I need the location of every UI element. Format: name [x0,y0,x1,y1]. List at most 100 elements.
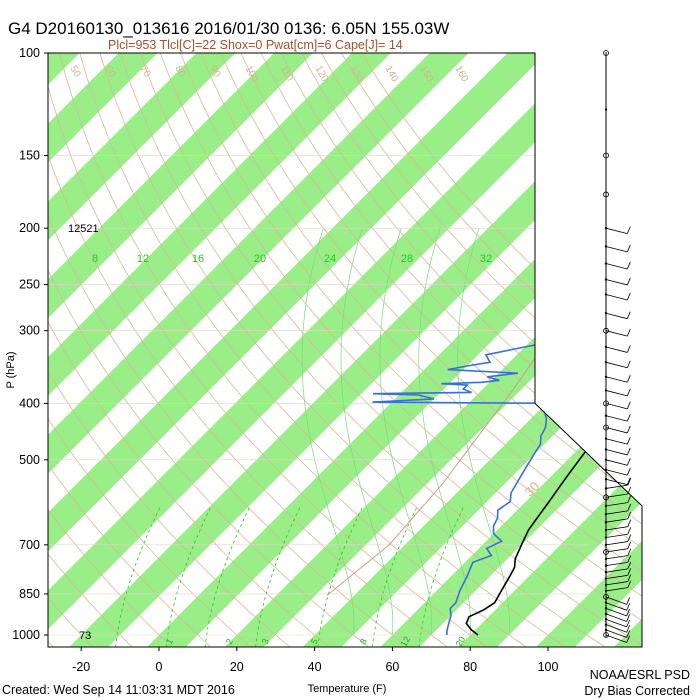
y-tick-label: 100 [19,46,40,60]
wind-barb-dot [604,389,608,392]
wind-barb-flag [626,467,631,476]
moist-adiabat [301,228,355,636]
x-tick-label: 20 [230,660,244,674]
dry-adiabat [48,53,173,647]
wind-barb-flag [627,503,632,512]
chart-subtitle: Plcl=953 Tlcl[C]=22 Shox=0 Pwat[cm]=6 Ca… [108,38,403,52]
height-label-200: 12521 [68,223,99,235]
dry-adiabat [48,53,330,647]
isotherm-band [48,53,236,647]
isotherm-band [48,53,547,647]
surface-mixing-ratio-label: 8 [358,637,369,646]
dry-adiabat [48,53,409,647]
dry-adiabat [200,53,642,647]
wind-barb-flag [626,603,631,611]
dry-adiabat [48,53,488,647]
wind-barb-flag [626,597,631,605]
dry-adiabat [280,53,642,647]
wind-barb-flag [627,486,632,495]
dry-adiabat [48,53,133,647]
mixing-ratio-label: 20 [254,253,266,265]
wind-barb-flag [627,519,632,527]
isotherm-band [48,53,469,647]
calm-wind-marker [603,593,609,600]
dry-adiabat-label: 140 [382,64,400,84]
wind-barb-shaft [605,438,628,445]
y-tick-label: 300 [19,324,40,338]
calm-wind-marker [603,632,609,638]
y-tick-label: 850 [19,587,40,601]
wind-barb-panel [603,50,632,643]
mixing-ratio-label: 24 [324,253,336,265]
y-tick-label: 700 [19,538,40,552]
surface-mixing-ratio-label: 1 [164,637,175,646]
mixing-ratio-label: 16 [192,253,204,265]
isotherm-label: 10 [681,397,700,418]
mixing-ratio-label: 32 [480,253,492,265]
isotherm-bands [48,53,642,647]
wind-barb-shaft [605,624,627,633]
surface-mixing-ratio-label: 2 [224,637,235,646]
wind-barb-flag [627,478,632,486]
dry-adiabat-label: 50 [67,64,82,80]
wind-barb-flag [626,625,631,633]
dry-adiabat [119,53,642,647]
wind-barb-flag [626,345,631,353]
dry-adiabat [139,53,642,647]
x-tick-label: 60 [385,660,399,674]
x-axis-label: Temperature (F) [308,683,387,695]
wind-barb-flag [627,511,632,520]
wind-barb-flag [626,458,631,466]
created-timestamp: Created: Wed Sep 14 11:03:31 MDT 2016 [2,683,235,697]
credit-line-1: NOAA/ESRL PSD [590,668,690,682]
wind-barb-shaft [605,510,628,515]
isotherm-band [48,53,391,647]
surface-mixing-ratio-label: 12 [399,635,413,649]
mixing-ratio-line [165,505,212,647]
x-tick-label: 80 [463,660,477,674]
wind-barb-dot [604,293,608,296]
x-axis: -20 0 20 40 60 80 100 [72,647,558,674]
mixing-ratio-line [115,505,162,647]
wind-barb-shaft [605,415,628,422]
wind-barb-shaft [605,246,628,253]
wind-barb-shaft [605,390,628,397]
wind-barb-flag [626,425,631,434]
isotherm-band [638,53,642,647]
wind-barb-shaft [605,618,627,628]
moist-adiabat [457,228,510,636]
wind-barb-shaft [605,493,628,498]
dry-adiabat [220,53,642,647]
wind-barb-flag [626,477,631,485]
wind-barb-shaft [605,526,628,531]
wind-barb-dot [604,278,608,281]
wind-barb-shaft [605,518,628,523]
surface-mixing-ratio-label: 5 [309,637,320,646]
wind-barb-dot [604,108,608,111]
dry-adiabat-label: 80 [172,64,187,80]
wind-barb-flag [626,277,631,286]
dry-adiabat [159,53,642,647]
wind-barb-flag [627,527,632,535]
moist-adiabat [418,228,471,636]
wind-barb-shaft [605,634,627,643]
wind-barb-shaft [605,602,627,611]
mixing-ratio-line [204,505,251,647]
moist-adiabat [379,228,433,636]
surface-mixing-ratio-labels: 1 2 3 5 8 12 20 [164,635,467,649]
mixing-ratio-lines [115,505,465,647]
wind-barb-shaft [605,361,628,369]
y-tick-label: 200 [19,221,40,235]
dry-adiabat [99,53,606,647]
y-tick-label: 150 [19,148,40,162]
calm-wind-marker [603,50,609,56]
dry-adiabat-label: 70 [137,64,152,80]
wind-barb-shaft [605,541,628,546]
wind-barb-shaft [605,555,628,560]
dry-adiabat [300,53,642,647]
wind-barb-flag [626,388,631,397]
wind-barb-flag [626,292,631,301]
x-tick-label: 40 [308,660,322,674]
wind-barb-flag [626,375,631,383]
mixing-ratio-line [418,505,465,647]
